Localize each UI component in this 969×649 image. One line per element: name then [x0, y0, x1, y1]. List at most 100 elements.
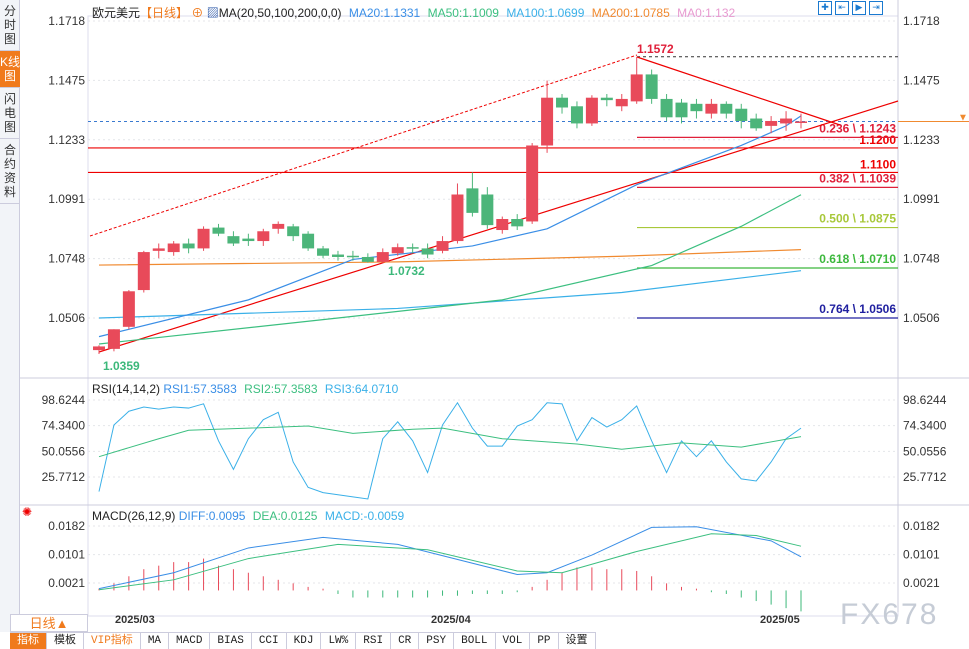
candle: [466, 188, 479, 213]
candle: [511, 219, 524, 227]
price-tick: 1.0506: [903, 311, 940, 325]
indicator-tab[interactable]: VIP指标: [84, 633, 141, 649]
scroll-end-icon[interactable]: ⇥: [869, 1, 883, 15]
indicator-tab[interactable]: PP: [530, 633, 559, 649]
candle: [257, 231, 270, 242]
indicator-tab[interactable]: MACD: [169, 633, 211, 649]
candle: [675, 102, 688, 118]
price-tick: 1.0506: [48, 311, 85, 325]
tab-contract-info[interactable]: 合约资料: [0, 139, 20, 204]
candle: [137, 252, 150, 291]
play-icon[interactable]: ▶: [852, 1, 866, 15]
indicator-tab[interactable]: BIAS: [210, 633, 252, 649]
indicator-tab[interactable]: KDJ: [287, 633, 322, 649]
crosshair-icon[interactable]: ⊕: [191, 6, 204, 20]
indicator-tab[interactable]: BOLL: [454, 633, 496, 649]
candle: [346, 255, 359, 258]
candle: [107, 329, 120, 349]
candle: [795, 121, 807, 123]
candle: [705, 103, 718, 114]
crosshair-move-icon[interactable]: ✚: [818, 1, 832, 15]
candle: [526, 145, 539, 222]
tab-intraday[interactable]: 分时图: [0, 0, 20, 51]
candle: [122, 291, 135, 327]
candle: [152, 248, 165, 251]
fib-label: 0.618 \ 1.0710: [819, 252, 896, 266]
rsi-tick: 50.0556: [903, 444, 947, 458]
candle: [735, 108, 748, 121]
tab-kline[interactable]: K线图: [0, 51, 20, 88]
price-tick: 1.1233: [903, 133, 940, 147]
candle: [780, 118, 793, 124]
indicator-tab[interactable]: VOL: [496, 633, 531, 649]
price-tick: 1.0991: [903, 192, 940, 206]
indicator-tab[interactable]: LW%: [321, 633, 357, 649]
tab-lightning[interactable]: 闪电图: [0, 88, 20, 139]
ma200-line: [98, 249, 802, 266]
price-tick: 1.0748: [48, 252, 85, 266]
macd-tick: 0.0021: [48, 576, 85, 590]
diff-value: DIFF:0.0095: [178, 509, 246, 523]
candle: [167, 243, 180, 253]
candle: [421, 248, 434, 255]
fib-label: 0.236 \ 1.1243: [819, 121, 896, 135]
indicator-tab[interactable]: CCI: [252, 633, 287, 649]
trendline-dotted: [89, 54, 638, 237]
rsi-tick: 25.7712: [903, 470, 947, 484]
ma-title: MA(20,50,100,200,0,0): [218, 6, 342, 20]
settings-sun-icon[interactable]: ✺: [22, 505, 33, 519]
price-chart[interactable]: 1.1718 1.1718 1.1475 1.1475 1.1233 1.1233 1.09…: [0, 0, 969, 632]
indicator-tab[interactable]: RSI: [356, 633, 392, 649]
indicator-tab[interactable]: MA: [141, 633, 170, 649]
dea-line: [98, 533, 802, 591]
rsi-tick: 25.7712: [42, 470, 86, 484]
macd-tick: 0.0101: [903, 548, 940, 562]
candle: [212, 227, 225, 234]
rsi-tick: 50.0556: [42, 444, 86, 458]
price-tick: 1.1233: [48, 133, 85, 147]
candle: [615, 98, 628, 107]
sidebar: 分时图 K线图 闪电图 合约资料: [0, 0, 20, 632]
date-label: 2025/04: [431, 614, 471, 626]
ma20-line: [98, 115, 802, 338]
candle: [436, 241, 449, 251]
fib-label: 0.764 \ 1.0506: [819, 302, 896, 316]
candle: [93, 346, 105, 351]
zoom-fit-icon[interactable]: ⇤: [835, 1, 849, 15]
ma20-value: MA20:1.1331: [348, 6, 421, 20]
indicator-tab[interactable]: 设置: [559, 633, 596, 649]
rsi-title: RSI(14,14,2): [92, 382, 161, 396]
price-annotation: 1.1572: [637, 42, 674, 56]
candle: [317, 248, 330, 256]
candle: [720, 103, 733, 114]
candle: [765, 120, 778, 126]
candle: [331, 254, 344, 257]
macd-legend: MACD(26,12,9) DIFF:0.0095 DEA:0.0125 MAC…: [92, 509, 404, 523]
rsi2-value: RSI2:57.3583: [244, 382, 318, 396]
ma50-line: [98, 194, 802, 345]
date-label: 2025/05: [760, 614, 800, 626]
rsi2-line: [98, 425, 802, 458]
indicator-tab[interactable]: PSY: [419, 633, 455, 649]
indicator-tab[interactable]: 模板: [47, 633, 84, 649]
rsi1-value: RSI1:57.3583: [163, 382, 237, 396]
period-button[interactable]: 日线▲: [10, 614, 88, 632]
indicator-tab[interactable]: CR: [391, 633, 420, 649]
candle: [660, 98, 673, 118]
candle: [481, 194, 494, 226]
price-annotation: 1.0732: [388, 264, 425, 278]
candle: [272, 223, 285, 229]
candle: [690, 103, 703, 112]
candle: [287, 226, 300, 237]
candle: [750, 118, 763, 129]
macd-value: MACD:-0.0059: [324, 509, 405, 523]
rsi3-value: RSI3:64.0710: [324, 382, 399, 396]
indicator-chart-icon[interactable]: ▨: [206, 6, 219, 20]
candle: [227, 236, 240, 244]
fib-label: 0.382 \ 1.1039: [819, 171, 896, 185]
price-tick: 1.0991: [48, 192, 85, 206]
trendline-resistance: [636, 56, 841, 126]
chart-toolbar: ✚ ⇤ ▶ ⇥: [818, 1, 883, 15]
indicator-tab[interactable]: 指标: [10, 633, 47, 649]
candle: [496, 219, 509, 231]
